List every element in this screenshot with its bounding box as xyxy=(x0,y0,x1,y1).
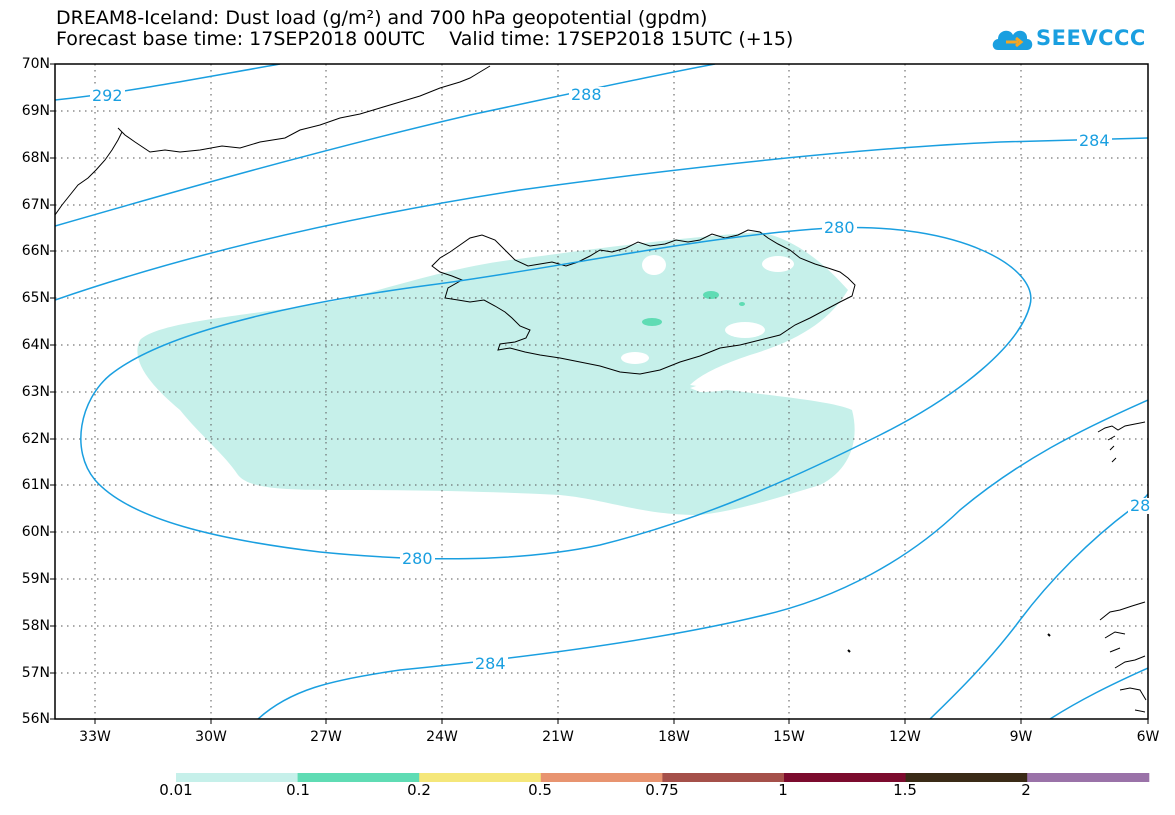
seevccc-logo: SEEVCCC xyxy=(990,20,1160,60)
lat-label: 60N xyxy=(21,524,50,540)
clear-patch xyxy=(690,362,762,392)
clear-patch xyxy=(762,256,794,272)
contour-28y xyxy=(1049,667,1148,719)
lat-label: 67N xyxy=(21,197,50,213)
colorbar-swatch xyxy=(1027,773,1150,782)
contour-292 xyxy=(55,64,281,101)
colorbar-label: 1 xyxy=(778,781,788,799)
contour-label-292: 292 xyxy=(90,86,125,105)
colorbar-swatch xyxy=(540,773,663,782)
lat-label: 69N xyxy=(21,103,50,119)
contour-284-south xyxy=(257,399,1148,719)
lat-label: 56N xyxy=(21,711,50,727)
colorbar-label: 2 xyxy=(1021,781,1031,799)
dust-spot xyxy=(739,302,745,306)
lon-label: 24W xyxy=(426,729,458,745)
cloud-icon xyxy=(992,30,1033,50)
lon-label: 6W xyxy=(1136,729,1160,745)
lat-label: 58N xyxy=(21,618,50,634)
map-subtitle: Forecast base time: 17SEP2018 00UTC Vali… xyxy=(56,28,794,50)
contour-28x xyxy=(929,493,1148,719)
lon-label: 12W xyxy=(889,729,921,745)
lat-label: 61N xyxy=(21,477,50,493)
contour-label-284-south: 284 xyxy=(473,654,508,673)
contour-label-284-north: 284 xyxy=(1077,131,1112,150)
dust-spot xyxy=(703,291,719,299)
coast-scotland xyxy=(1099,601,1147,713)
contour-284-north xyxy=(55,137,1148,301)
map-title: DREAM8-Iceland: Dust load (g/m²) and 700… xyxy=(56,7,708,29)
coast-faroe xyxy=(1097,421,1146,463)
lon-label: 27W xyxy=(310,729,342,745)
colorbar-label: 0.75 xyxy=(645,781,679,799)
coast-islet xyxy=(847,649,851,653)
colorbar-swatch xyxy=(905,773,1028,782)
colorbar-label: 0.01 xyxy=(159,781,193,799)
lat-label: 70N xyxy=(21,56,50,72)
colorbar xyxy=(176,773,1150,782)
clear-patch xyxy=(621,352,649,364)
colorbar-label: 1.5 xyxy=(893,781,917,799)
clear-patch xyxy=(642,255,666,275)
lat-label: 68N xyxy=(21,150,50,166)
lat-label: 65N xyxy=(21,290,50,306)
colorbar-swatch xyxy=(784,773,907,782)
clear-patch xyxy=(725,322,765,338)
contour-label-28x: 28 xyxy=(1128,496,1153,515)
coast-iceland xyxy=(431,229,856,375)
lat-label: 62N xyxy=(21,431,50,447)
coast-islet xyxy=(1047,633,1051,637)
lon-label: 33W xyxy=(79,729,111,745)
graticule xyxy=(55,64,1148,719)
lon-label: 21W xyxy=(542,729,574,745)
lat-label: 63N xyxy=(21,384,50,400)
coast-greenland xyxy=(55,65,491,216)
lat-label: 57N xyxy=(21,665,50,681)
colorbar-swatch xyxy=(297,773,420,782)
dust-area xyxy=(137,232,855,515)
lon-label: 30W xyxy=(195,729,227,745)
colorbar-label: 0.2 xyxy=(407,781,431,799)
contour-label-288: 288 xyxy=(569,85,604,104)
colorbar-swatch xyxy=(662,773,785,782)
colorbar-label: 0.5 xyxy=(528,781,552,799)
logo-text: SEEVCCC xyxy=(1036,26,1146,50)
contour-288 xyxy=(55,64,716,227)
axis-ticks xyxy=(50,63,1149,724)
dust-spot xyxy=(642,318,662,326)
colorbar-label: 0.1 xyxy=(286,781,310,799)
lon-label: 18W xyxy=(658,729,690,745)
coastlines xyxy=(55,65,1147,713)
lat-label: 66N xyxy=(21,243,50,259)
contour-label-280-north: 280 xyxy=(822,218,857,237)
contour-label-280-south: 280 xyxy=(400,549,435,568)
lat-label: 64N xyxy=(21,337,50,353)
colorbar-swatch xyxy=(176,773,299,782)
lat-label: 59N xyxy=(21,571,50,587)
lon-label: 9W xyxy=(1009,729,1033,745)
lon-label: 15W xyxy=(773,729,805,745)
colorbar-swatch xyxy=(419,773,542,782)
